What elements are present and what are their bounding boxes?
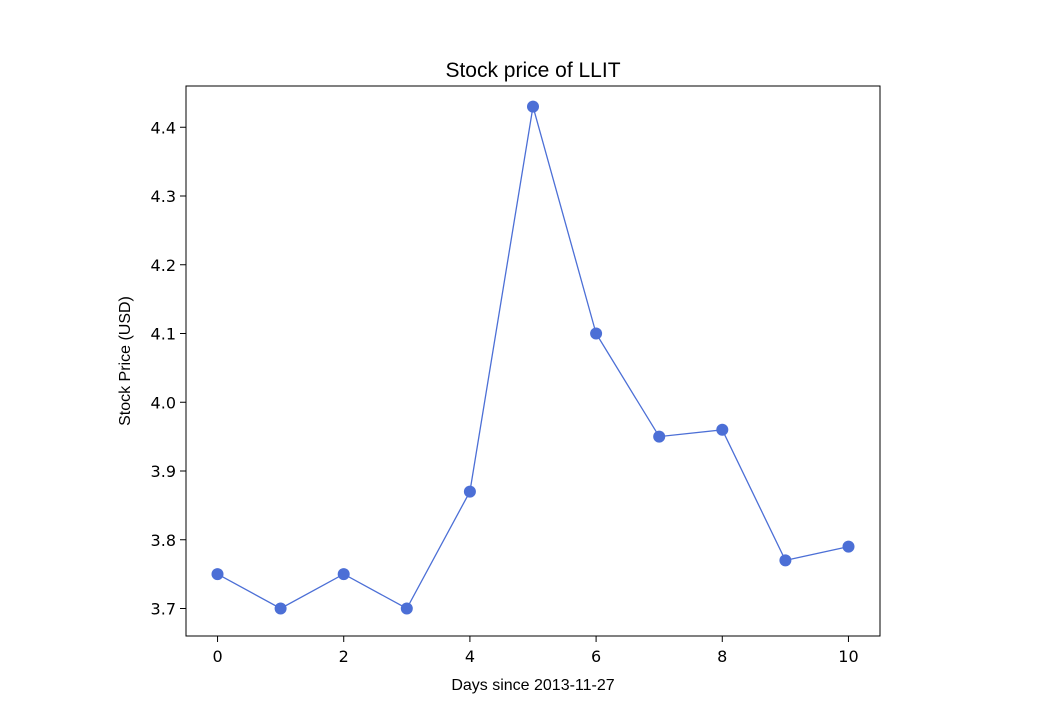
data-point: [716, 423, 729, 436]
data-point: [463, 485, 476, 498]
plot-area: [185, 85, 881, 637]
data-point: [527, 100, 539, 113]
x-tick-label: 2: [339, 647, 349, 666]
y-tick-label: 4.4: [151, 118, 176, 137]
data-point: [274, 602, 287, 615]
data-point: [590, 327, 603, 340]
data-points: [211, 100, 855, 615]
y-tick-label: 4.1: [151, 325, 176, 344]
y-axis-label: Stock Price (USD): [117, 296, 134, 426]
y-tick-label: 4.3: [151, 187, 176, 206]
data-point: [400, 602, 413, 615]
data-point: [653, 430, 666, 443]
data-point: [211, 568, 224, 581]
data-point: [842, 540, 855, 553]
x-tick-label: 10: [838, 647, 858, 666]
y-tick-label: 3.8: [151, 531, 176, 550]
x-tick-label: 4: [465, 647, 475, 666]
x-axis: 0 2 4 6 8 10: [212, 636, 859, 666]
y-axis: 3.7 3.8 3.9 4.0 4.1 4.2 4.3 4.4: [151, 118, 186, 619]
data-point: [337, 568, 350, 581]
x-tick-label: 0: [212, 647, 222, 666]
series-line: [217, 106, 849, 610]
y-tick-label: 3.7: [151, 600, 176, 619]
y-tick-label: 4.0: [151, 393, 176, 412]
x-axis-label: Days since 2013-11-27: [451, 677, 614, 694]
chart-title: Stock price of LLIT: [445, 59, 620, 82]
x-tick-label: 8: [717, 647, 727, 666]
y-tick-label: 4.2: [151, 256, 176, 275]
data-point: [779, 554, 792, 567]
x-tick-label: 6: [591, 647, 601, 666]
y-tick-label: 3.9: [151, 462, 176, 481]
